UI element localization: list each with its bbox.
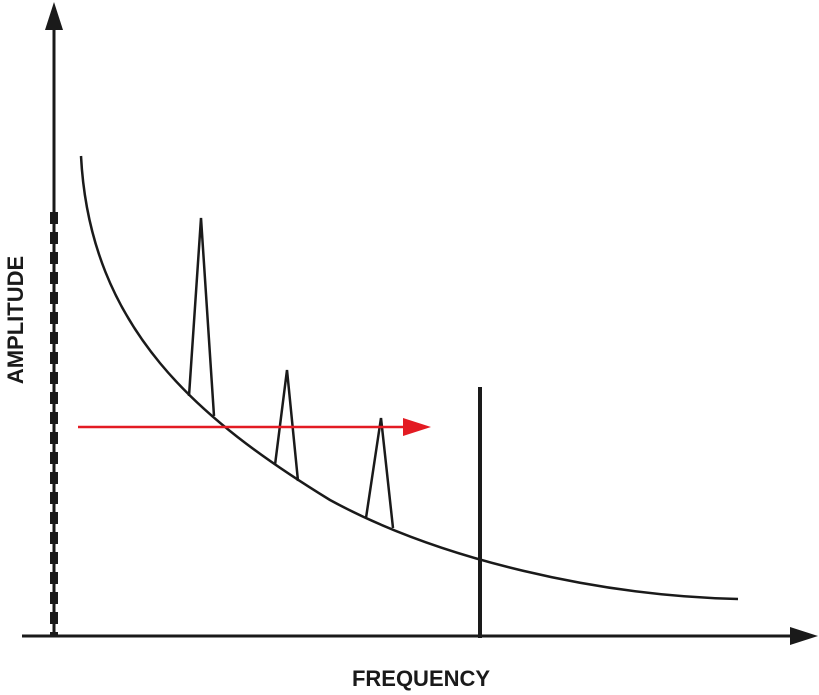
- x-axis-arrowhead: [790, 627, 818, 645]
- peak-1: [187, 217, 216, 417]
- decay-curve: [79, 155, 739, 601]
- y-axis-arrowhead: [45, 2, 63, 30]
- red-arrow-head: [403, 418, 431, 436]
- x-axis-label: FREQUENCY: [352, 666, 490, 691]
- peak-2: [273, 369, 300, 482]
- peak-3: [364, 417, 395, 529]
- y-axis-label: AMPLITUDE: [3, 256, 28, 384]
